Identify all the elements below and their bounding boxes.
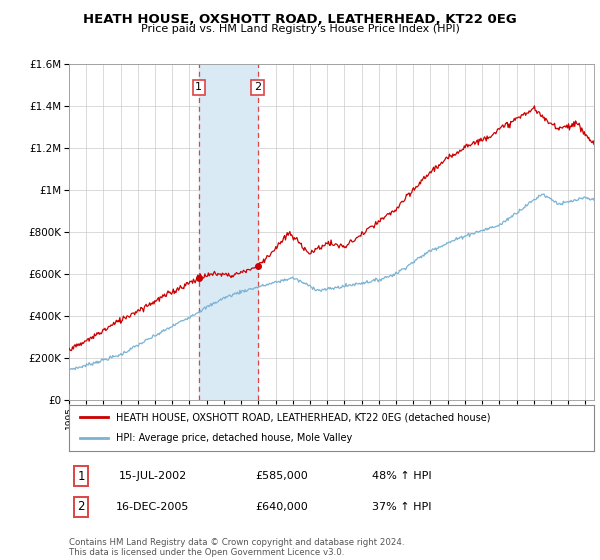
Text: 1: 1 xyxy=(77,469,85,483)
Text: HPI: Average price, detached house, Mole Valley: HPI: Average price, detached house, Mole… xyxy=(116,433,353,444)
Text: 48% ↑ HPI: 48% ↑ HPI xyxy=(372,471,432,481)
Text: 37% ↑ HPI: 37% ↑ HPI xyxy=(372,502,432,512)
Text: Contains HM Land Registry data © Crown copyright and database right 2024.
This d: Contains HM Land Registry data © Crown c… xyxy=(69,538,404,557)
Text: Price paid vs. HM Land Registry's House Price Index (HPI): Price paid vs. HM Land Registry's House … xyxy=(140,24,460,34)
Text: HEATH HOUSE, OXSHOTT ROAD, LEATHERHEAD, KT22 0EG (detached house): HEATH HOUSE, OXSHOTT ROAD, LEATHERHEAD, … xyxy=(116,412,491,422)
Text: 2: 2 xyxy=(254,82,261,92)
Text: 2: 2 xyxy=(77,500,85,514)
Bar xyxy=(199,64,257,400)
Text: HEATH HOUSE, OXSHOTT ROAD, LEATHERHEAD, KT22 0EG: HEATH HOUSE, OXSHOTT ROAD, LEATHERHEAD, … xyxy=(83,13,517,26)
Text: 1: 1 xyxy=(195,82,202,92)
Text: 15-JUL-2002: 15-JUL-2002 xyxy=(119,471,187,481)
Text: £585,000: £585,000 xyxy=(256,471,308,481)
Text: £640,000: £640,000 xyxy=(256,502,308,512)
Text: 16-DEC-2005: 16-DEC-2005 xyxy=(116,502,190,512)
